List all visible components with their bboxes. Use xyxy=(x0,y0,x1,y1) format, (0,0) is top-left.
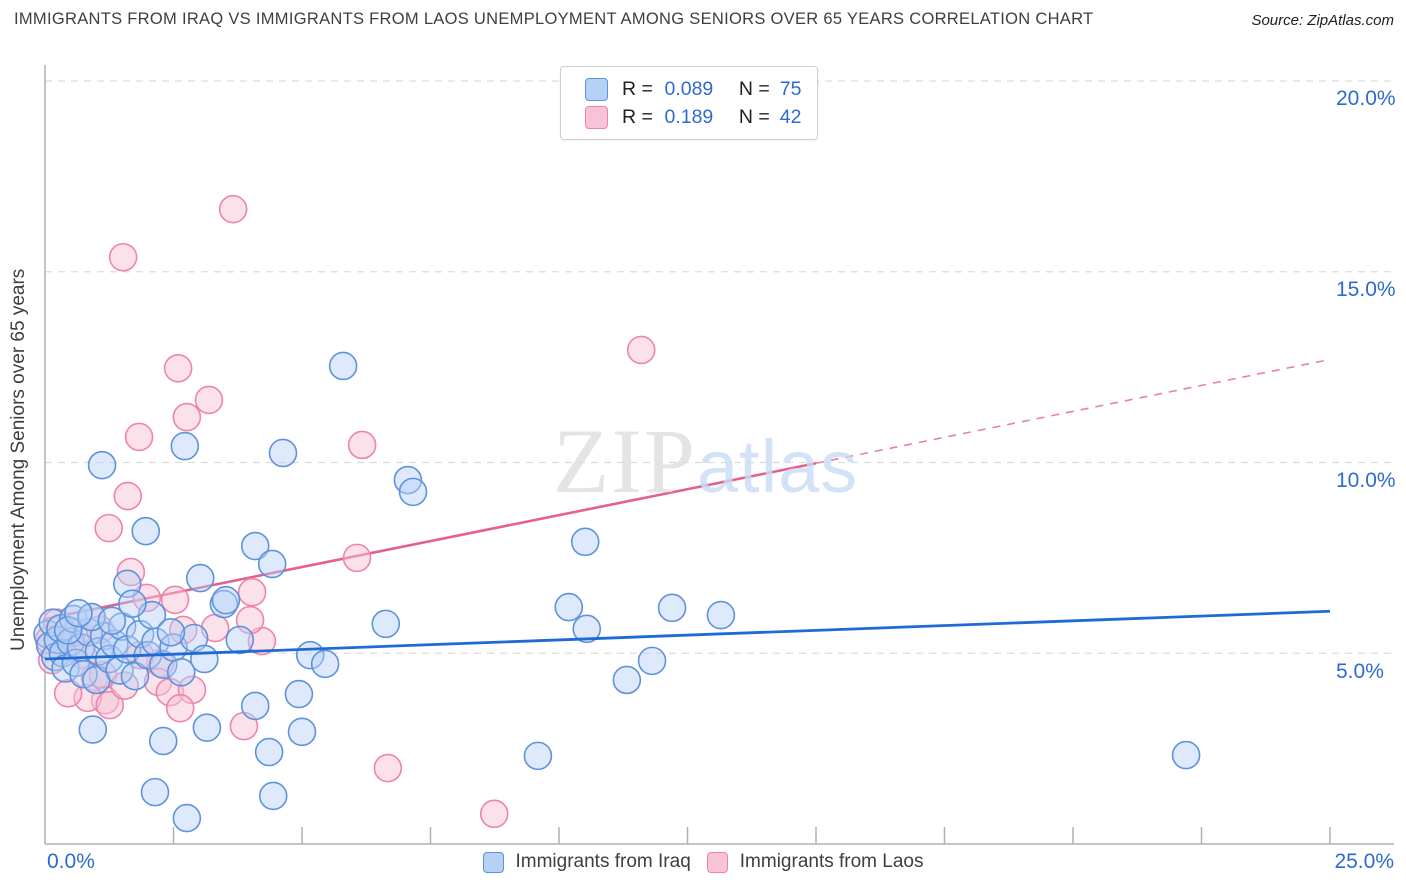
scatter-point-iraq[interactable] xyxy=(170,431,200,461)
scatter-point-laos[interactable] xyxy=(194,385,224,415)
scatter-point-iraq[interactable] xyxy=(706,600,736,630)
r-value-iraq: 0.089 xyxy=(664,77,714,100)
n-label: N = xyxy=(738,77,770,100)
laos-trend-line-dashed xyxy=(815,358,1331,465)
scatter-point-iraq[interactable] xyxy=(131,516,161,546)
chart-legend: Immigrants from Iraq Immigrants from Lao… xyxy=(0,851,1406,873)
iraq-trend-line xyxy=(44,609,1331,661)
scatter-point-iraq[interactable] xyxy=(240,691,270,721)
n-value-iraq: 75 xyxy=(779,77,802,100)
scatter-point-laos[interactable] xyxy=(116,557,146,587)
scatter-point-iraq[interactable] xyxy=(371,609,401,639)
scatter-point-laos[interactable] xyxy=(113,481,143,511)
scatter-point-iraq[interactable] xyxy=(185,563,215,593)
scatter-point-laos[interactable] xyxy=(218,194,248,224)
scatter-point-iraq[interactable] xyxy=(398,477,428,507)
scatter-point-iraq[interactable] xyxy=(156,617,186,647)
scatter-point-laos[interactable] xyxy=(165,693,195,723)
y-tick-label-10: 10.0% xyxy=(1336,469,1396,492)
legend-swatch-iraq xyxy=(482,851,504,873)
scatter-point-iraq[interactable] xyxy=(166,658,196,687)
x-axis-min-label: 0.0% xyxy=(47,850,95,873)
scatter-point-iraq[interactable] xyxy=(225,625,255,655)
scatter-point-iraq[interactable] xyxy=(310,649,340,679)
scatter-point-iraq[interactable] xyxy=(287,717,317,747)
scatter-point-laos[interactable] xyxy=(53,679,83,708)
scatter-point-laos[interactable] xyxy=(479,799,509,829)
laos-series-swatch xyxy=(585,105,608,129)
scatter-point-iraq[interactable] xyxy=(657,593,687,623)
x-axis-max-label: 25.0% xyxy=(1334,850,1394,873)
scatter-point-iraq[interactable] xyxy=(211,585,241,615)
scatter-point-iraq[interactable] xyxy=(240,531,270,561)
page-title: IMMIGRANTS FROM IRAQ VS IMMIGRANTS FROM … xyxy=(14,10,1094,28)
scatter-point-iraq[interactable] xyxy=(268,438,298,468)
scatter-point-iraq[interactable] xyxy=(284,679,314,709)
scatter-point-iraq[interactable] xyxy=(87,450,117,480)
stats-row-laos: R = 0.189 N = 42 xyxy=(561,105,817,129)
scatter-point-iraq[interactable] xyxy=(148,650,178,679)
scatter-point-laos[interactable] xyxy=(237,577,267,607)
scatter-point-iraq[interactable] xyxy=(120,661,150,691)
scatter-point-iraq[interactable] xyxy=(64,598,93,628)
scatter-point-iraq[interactable] xyxy=(53,616,83,645)
scatter-point-iraq[interactable] xyxy=(254,737,284,767)
scatter-point-laos[interactable] xyxy=(132,583,162,613)
scatter-point-iraq[interactable] xyxy=(637,646,667,676)
legend-item-iraq: Immigrants from Iraq xyxy=(482,851,691,873)
scatter-point-iraq[interactable] xyxy=(258,781,288,811)
scatter-point-iraq[interactable] xyxy=(97,606,127,636)
legend-swatch-laos xyxy=(706,851,728,873)
scatter-point-iraq[interactable] xyxy=(257,549,287,579)
source-attribution: Source: ZipAtlas.com xyxy=(1251,12,1394,29)
scatter-point-iraq[interactable] xyxy=(612,665,642,695)
scatter-point-iraq[interactable] xyxy=(572,614,602,644)
legend-label-iraq: Immigrants from Iraq xyxy=(515,851,691,872)
stats-row-iraq: R = 0.089 N = 75 xyxy=(561,77,817,101)
scatter-point-laos[interactable] xyxy=(163,353,193,383)
legend-item-laos: Immigrants from Laos xyxy=(706,851,924,873)
scatter-point-iraq[interactable] xyxy=(328,351,358,381)
scatter-point-iraq[interactable] xyxy=(148,726,178,756)
scatter-point-laos[interactable] xyxy=(124,422,154,452)
scatter-point-iraq[interactable] xyxy=(140,777,170,807)
scatter-point-laos[interactable] xyxy=(94,513,124,543)
scatter-point-iraq[interactable] xyxy=(192,713,222,742)
y-tick-label-15: 15.0% xyxy=(1336,278,1396,301)
scatter-point-iraq[interactable] xyxy=(554,592,584,622)
n-label: N = xyxy=(738,105,770,128)
scatter-point-iraq[interactable] xyxy=(94,644,124,674)
scatter-point-laos[interactable] xyxy=(373,753,403,783)
y-tick-label-5: 5.0% xyxy=(1336,660,1384,683)
scatter-point-laos[interactable] xyxy=(160,585,190,615)
scatter-point-iraq[interactable] xyxy=(1171,740,1201,770)
scatter-point-iraq[interactable] xyxy=(179,623,209,653)
r-label: R = xyxy=(622,105,653,128)
r-label: R = xyxy=(622,77,653,100)
scatter-point-laos[interactable] xyxy=(172,402,202,432)
correlation-stats-box: R = 0.089 N = 75 R = 0.189 N = 42 xyxy=(560,66,818,140)
legend-label-laos: Immigrants from Laos xyxy=(739,851,924,872)
scatter-point-iraq[interactable] xyxy=(190,644,219,674)
n-value-laos: 42 xyxy=(779,105,802,128)
iraq-series-swatch xyxy=(585,77,608,101)
y-tick-label-20: 20.0% xyxy=(1336,87,1396,110)
scatter-point-iraq[interactable] xyxy=(523,741,553,771)
y-axis-title: Unemployment Among Seniors over 65 years xyxy=(8,268,29,652)
scatter-point-iraq[interactable] xyxy=(78,715,108,744)
scatter-point-laos[interactable] xyxy=(626,335,656,365)
scatter-point-laos[interactable] xyxy=(342,543,372,573)
scatter-point-laos[interactable] xyxy=(95,690,125,720)
scatter-point-laos[interactable] xyxy=(347,430,377,460)
scatter-point-laos[interactable] xyxy=(108,242,138,272)
r-value-laos: 0.189 xyxy=(664,105,714,128)
scatter-point-iraq[interactable] xyxy=(570,527,600,557)
scatter-point-iraq[interactable] xyxy=(172,803,202,833)
scatter-point-iraq[interactable] xyxy=(118,589,147,618)
